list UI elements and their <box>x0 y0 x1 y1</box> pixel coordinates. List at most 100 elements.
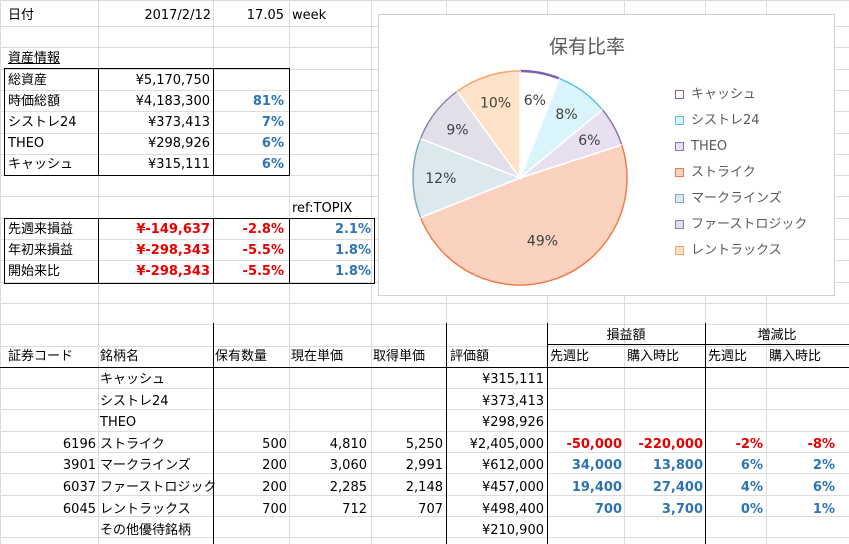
group-header-change[interactable]: 増減比 <box>757 328 797 343</box>
asset-percent[interactable]: 6% <box>261 136 284 151</box>
asset-value[interactable]: ¥373,413 <box>147 115 210 130</box>
pnl-percent[interactable]: -5.5% <box>242 243 284 258</box>
pnl-label[interactable]: 先週来損益 <box>8 222 74 237</box>
column-header[interactable]: 購入時比 <box>769 349 822 364</box>
cell-code[interactable]: 6037 <box>62 480 96 495</box>
topix-ref[interactable]: 1.8% <box>334 243 371 258</box>
cell-wk_pct[interactable]: -2% <box>735 436 763 452</box>
asset-label[interactable]: THEO <box>8 136 45 151</box>
cell-qty[interactable] <box>215 391 287 412</box>
column-header[interactable]: 保有数量 <box>215 349 268 364</box>
cell-wk[interactable] <box>550 391 622 412</box>
cell-cost[interactable] <box>373 391 443 412</box>
ref-topix-label[interactable]: ref:TOPIX <box>292 201 353 216</box>
asset-percent[interactable]: 6% <box>261 157 284 172</box>
cell-wk[interactable]: 34,000 <box>571 458 622 474</box>
asset-percent[interactable] <box>215 70 284 91</box>
cell-wk_pct[interactable] <box>708 369 763 390</box>
cell-price[interactable]: 2,285 <box>329 480 367 495</box>
cell-buy[interactable]: 27,400 <box>652 480 703 495</box>
table-row[interactable]: 6037 ファーストロジック 200 2,285 2,148 ¥457,000 19,400… <box>0 477 849 498</box>
cell-cost[interactable] <box>373 520 443 541</box>
cell-cost[interactable]: 5,250 <box>405 436 443 452</box>
asset-percent[interactable]: 7% <box>261 115 284 130</box>
cell-name[interactable]: ストライク <box>100 436 165 452</box>
cell-buy_pct[interactable] <box>769 369 835 390</box>
asset-value[interactable]: ¥298,926 <box>147 136 210 151</box>
table-row[interactable]: THEO ¥298,926 <box>0 412 849 433</box>
cell-name[interactable]: マークラインズ <box>100 458 191 474</box>
cell-wk_pct[interactable] <box>708 412 763 433</box>
cell-buy[interactable] <box>627 412 703 433</box>
column-header[interactable]: 取得単価 <box>373 349 426 364</box>
asset-label[interactable]: 総資産 <box>8 73 48 88</box>
cell-wk_pct[interactable]: 4% <box>740 480 763 495</box>
cell-qty[interactable]: 200 <box>262 480 287 495</box>
cell-value[interactable]: ¥2,405,000 <box>469 436 544 452</box>
cell-price[interactable] <box>291 520 367 541</box>
cell-name[interactable]: キャッシュ <box>100 372 166 387</box>
cell-price[interactable]: 3,060 <box>329 458 367 474</box>
cell-buy_pct[interactable] <box>769 520 835 541</box>
cell-qty[interactable] <box>215 520 287 541</box>
cell-wk[interactable]: 19,400 <box>571 480 622 495</box>
topix-ref[interactable]: 2.1% <box>334 222 371 237</box>
asset-value[interactable]: ¥4,183,300 <box>135 94 210 109</box>
cell-buy_pct[interactable] <box>769 412 835 433</box>
asset-label[interactable]: 時価総額 <box>8 94 61 109</box>
cell-name[interactable]: THEO <box>100 415 137 431</box>
table-row[interactable]: キャッシュ ¥315,111 <box>0 369 849 390</box>
cell-buy_pct[interactable]: -8% <box>807 436 835 452</box>
pnl-percent[interactable]: -2.8% <box>242 222 284 237</box>
pie-chart[interactable]: 保有比率 6% 8% 6% 49% 12% 9% 10% キャッシュ シストレ24 THEO スト… <box>378 14 835 296</box>
cell-wk_pct[interactable] <box>708 520 763 541</box>
cell-buy[interactable] <box>627 391 703 412</box>
cell-cost[interactable]: 2,991 <box>405 458 443 474</box>
cell-qty[interactable]: 500 <box>262 436 287 452</box>
cell-qty[interactable] <box>215 369 287 390</box>
cell-price[interactable]: 4,810 <box>329 436 367 452</box>
cell-cost[interactable] <box>373 369 443 390</box>
cell-wk_pct[interactable]: 0% <box>740 501 763 517</box>
cell-cost[interactable] <box>373 412 443 433</box>
cell-name[interactable]: その他優待銘柄 <box>100 523 192 539</box>
cell-wk[interactable]: -50,000 <box>566 436 622 452</box>
cell-qty[interactable] <box>215 412 287 433</box>
cell-buy[interactable]: 13,800 <box>652 458 703 474</box>
table-row[interactable]: 6196 ストライク 500 4,810 5,250 ¥2,405,000 -50,000 -… <box>0 434 849 455</box>
asset-value[interactable]: ¥5,170,750 <box>135 73 210 88</box>
cell-wk[interactable] <box>550 520 622 541</box>
table-row[interactable]: シストレ24 ¥373,413 <box>0 391 849 412</box>
cell-buy[interactable] <box>627 369 703 390</box>
pnl-percent[interactable]: -5.5% <box>242 264 284 279</box>
table-row[interactable]: 3901 マークラインズ 200 3,060 2,991 ¥612,000 34,000 13… <box>0 455 849 476</box>
cell-name[interactable]: レントラックス <box>100 501 191 517</box>
cell-value[interactable]: ¥298,926 <box>481 415 544 431</box>
cell-qty[interactable]: 700 <box>262 501 287 517</box>
cell-buy_pct[interactable]: 6% <box>812 480 835 495</box>
cell-wk_pct[interactable]: 6% <box>740 458 763 474</box>
cell-code[interactable] <box>8 391 96 412</box>
cell-value[interactable]: ¥373,413 <box>481 393 544 409</box>
cell-code[interactable]: 6196 <box>62 436 96 452</box>
asset-label[interactable]: シストレ24 <box>8 115 77 130</box>
cell-value[interactable]: ¥498,400 <box>481 501 544 517</box>
column-header[interactable]: 先週比 <box>550 349 590 364</box>
asset-label[interactable]: キャッシュ <box>8 157 74 172</box>
cell-name[interactable]: ファーストロジック <box>100 480 217 495</box>
pnl-value[interactable]: ¥-298,343 <box>136 264 210 279</box>
cell-buy[interactable] <box>627 520 703 541</box>
assets-title[interactable]: 資産情報 <box>8 51 61 66</box>
column-header[interactable]: 購入時比 <box>627 349 680 364</box>
pnl-value[interactable]: ¥-149,637 <box>136 222 210 237</box>
cell-code[interactable]: 3901 <box>62 458 96 474</box>
cell-code[interactable]: 6045 <box>62 501 96 517</box>
cell-value[interactable]: ¥315,111 <box>481 372 544 387</box>
date-label[interactable]: 日付 <box>8 8 35 23</box>
pnl-label[interactable]: 年初来損益 <box>8 243 74 258</box>
column-header[interactable]: 証券コード <box>8 349 74 364</box>
cell-name[interactable]: シストレ24 <box>100 393 169 409</box>
table-row[interactable]: 6045 レントラックス 700 712 707 ¥498,400 700 3,700 0% 1% <box>0 499 849 520</box>
cell-qty[interactable]: 200 <box>262 458 287 474</box>
